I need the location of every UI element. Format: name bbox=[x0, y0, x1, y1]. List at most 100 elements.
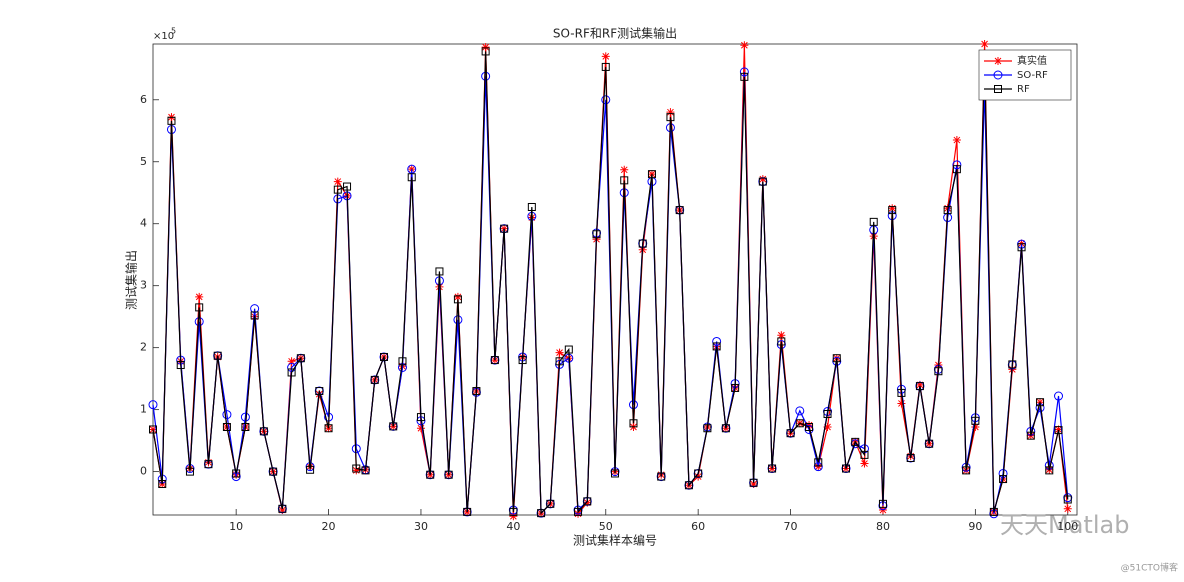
series-line bbox=[152, 51, 1069, 515]
x-tick-label: 70 bbox=[784, 520, 798, 533]
marker bbox=[574, 507, 583, 516]
marker bbox=[994, 57, 1002, 65]
marker bbox=[842, 464, 850, 473]
marker bbox=[527, 202, 536, 211]
marker bbox=[1054, 391, 1064, 401]
marker bbox=[306, 465, 315, 474]
y-tick-label: 4 bbox=[140, 217, 147, 230]
marker bbox=[537, 509, 546, 518]
marker bbox=[740, 72, 749, 81]
marker bbox=[167, 116, 176, 125]
marker bbox=[962, 466, 971, 475]
x-tick-label: 30 bbox=[414, 520, 428, 533]
marker bbox=[739, 67, 749, 77]
y-tick-label: 0 bbox=[140, 465, 147, 478]
marker bbox=[500, 224, 509, 233]
marker bbox=[777, 331, 786, 340]
marker bbox=[287, 368, 296, 377]
marker bbox=[232, 469, 241, 478]
marker bbox=[971, 416, 980, 425]
marker bbox=[601, 62, 610, 71]
marker bbox=[694, 469, 703, 478]
watermark-small: @51CTO博客 bbox=[1121, 562, 1178, 574]
marker bbox=[994, 85, 1002, 93]
x-tick-label: 40 bbox=[506, 520, 520, 533]
marker bbox=[352, 464, 361, 473]
marker bbox=[943, 206, 952, 215]
marker bbox=[721, 424, 730, 433]
y-tick-label: 1 bbox=[140, 403, 147, 416]
marker bbox=[546, 499, 555, 508]
marker bbox=[176, 361, 185, 370]
marker bbox=[1063, 495, 1072, 504]
x-tick-label: 50 bbox=[599, 520, 613, 533]
y-tick-label: 5 bbox=[140, 155, 147, 168]
marker bbox=[993, 70, 1003, 80]
marker bbox=[407, 164, 417, 174]
marker bbox=[453, 295, 462, 304]
marker bbox=[555, 348, 564, 357]
marker bbox=[343, 182, 352, 191]
y-tick-label: 3 bbox=[140, 279, 147, 292]
marker bbox=[278, 506, 287, 515]
marker bbox=[361, 466, 370, 475]
marker bbox=[749, 480, 758, 489]
marker bbox=[509, 512, 518, 521]
marker bbox=[731, 383, 740, 392]
marker bbox=[324, 424, 333, 433]
y-exponent-power: 5 bbox=[171, 27, 176, 36]
marker bbox=[1045, 466, 1054, 475]
marker bbox=[259, 427, 268, 436]
marker bbox=[989, 507, 998, 516]
marker bbox=[1054, 425, 1063, 434]
marker bbox=[472, 387, 481, 396]
marker bbox=[278, 504, 287, 513]
marker bbox=[758, 175, 767, 184]
legend-label: RF bbox=[1017, 84, 1030, 95]
marker bbox=[583, 498, 592, 507]
marker bbox=[823, 422, 832, 431]
marker bbox=[758, 177, 767, 186]
marker bbox=[740, 41, 749, 50]
marker bbox=[490, 356, 499, 365]
marker bbox=[333, 177, 342, 186]
marker bbox=[897, 399, 906, 408]
marker bbox=[897, 388, 906, 397]
marker bbox=[657, 472, 666, 481]
marker bbox=[638, 239, 647, 248]
marker bbox=[629, 419, 638, 428]
marker bbox=[564, 345, 573, 354]
marker bbox=[444, 470, 453, 479]
marker bbox=[463, 507, 472, 516]
x-axis-label: 测试集样本编号 bbox=[573, 533, 657, 548]
marker bbox=[213, 351, 222, 360]
y-exponent-base: ×10 bbox=[153, 31, 174, 42]
marker bbox=[1017, 243, 1026, 252]
legend-label: SO-RF bbox=[1017, 70, 1048, 81]
marker bbox=[583, 497, 592, 506]
marker bbox=[352, 466, 361, 475]
marker bbox=[149, 425, 157, 434]
marker bbox=[426, 470, 435, 479]
marker bbox=[416, 413, 425, 422]
marker bbox=[481, 47, 490, 56]
marker bbox=[860, 459, 869, 468]
marker bbox=[250, 311, 259, 320]
marker bbox=[805, 422, 814, 431]
x-tick-label: 90 bbox=[968, 520, 982, 533]
marker bbox=[370, 375, 379, 384]
marker bbox=[333, 185, 342, 194]
marker bbox=[509, 507, 518, 516]
marker bbox=[971, 422, 980, 431]
marker bbox=[269, 467, 278, 476]
watermark: 天天Matlab bbox=[1000, 511, 1129, 539]
marker bbox=[204, 460, 213, 469]
marker bbox=[906, 453, 915, 462]
marker bbox=[915, 380, 924, 389]
marker bbox=[703, 424, 712, 433]
marker bbox=[601, 95, 611, 105]
marker bbox=[1036, 398, 1045, 407]
marker bbox=[315, 387, 324, 396]
marker bbox=[195, 292, 204, 301]
